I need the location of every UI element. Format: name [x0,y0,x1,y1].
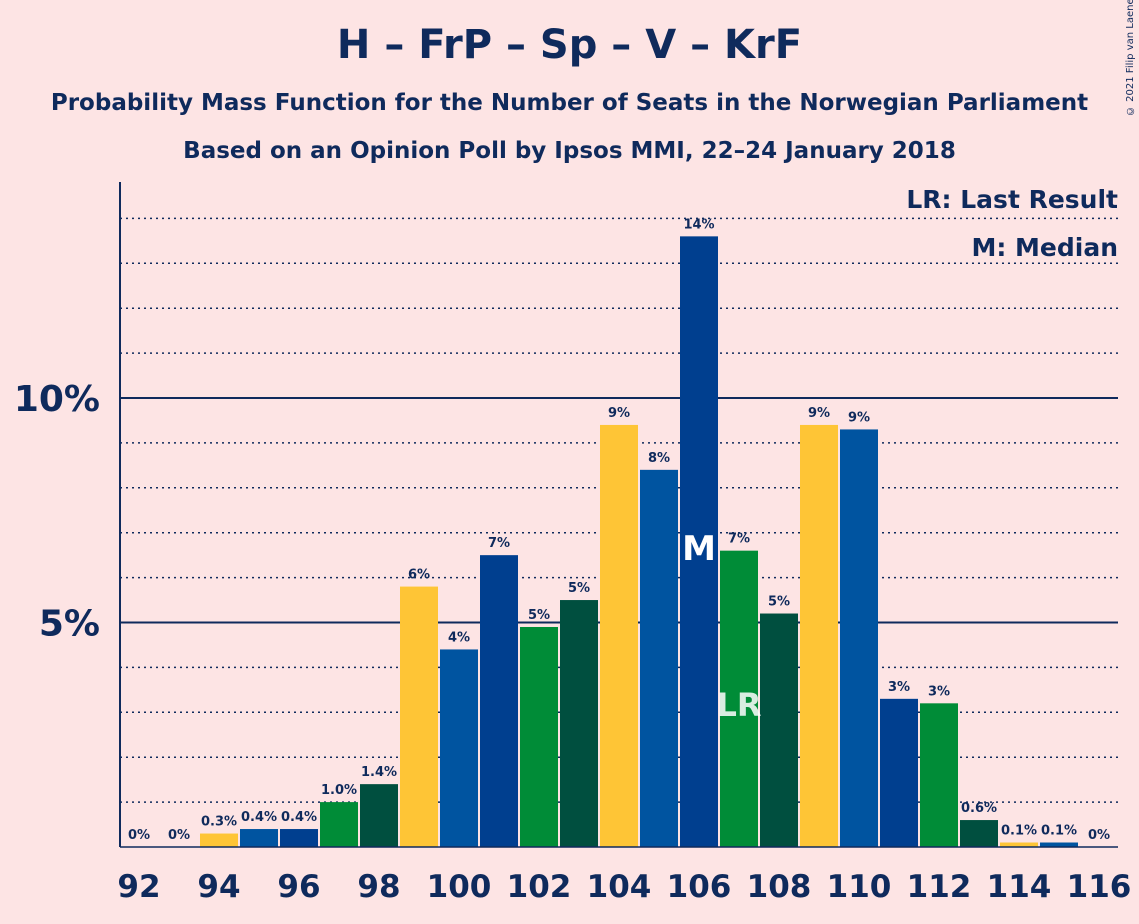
bar-106 [680,236,718,848]
bar-102 [520,626,558,847]
x-tick-label: 98 [357,869,400,905]
bar-104 [600,424,638,847]
bar-99 [400,586,438,847]
bar-107 [720,550,758,847]
x-tick-labels: 92 94 96 98 100 102 104 106 108 110 112 114 116 [117,869,1131,905]
bar-108 [760,613,798,847]
bar-label-97: 1.0% [321,783,357,798]
bar-94 [200,833,238,847]
bar-label-103: 5% [568,581,590,596]
x-tick-label: 92 [117,869,160,905]
x-tick-label: 100 [427,869,492,905]
chart-subtitle: Probability Mass Function for the Number… [50,90,1089,116]
bar-label-107: 7% [728,532,750,547]
bar-113 [960,820,998,847]
bar-114 [1000,842,1038,847]
bar-115 [1040,842,1078,847]
bar-100 [440,649,478,847]
bar-111 [880,698,918,847]
bar-label-104: 9% [608,406,630,421]
y-tick-labels: 5% 10% [14,379,100,645]
markers: M LR [682,529,761,724]
x-tick-label: 94 [197,869,240,905]
bar-101 [480,555,518,847]
bar-label-100: 4% [448,630,470,645]
x-tick-label: 104 [587,869,652,905]
copyright-notice: © 2021 Filip van Laenen [1125,0,1136,116]
bar-96 [280,829,318,847]
last-result-marker: LR [716,686,761,724]
bar-label-110: 9% [848,410,870,425]
bar-label-108: 5% [768,595,790,610]
bar-label-102: 5% [528,608,550,623]
bar-112 [920,703,958,847]
bar-97 [320,802,358,847]
bar-label-92: 0% [128,828,150,843]
bar-label-112: 3% [928,684,950,699]
bar-label-99: 6% [408,568,430,583]
bar-label-115: 0.1% [1041,824,1077,839]
bars [200,236,1078,848]
bar-109 [800,424,838,847]
legend-last-result: LR: Last Result [906,185,1118,214]
bar-label-116: 0% [1088,828,1110,843]
bar-label-111: 3% [888,680,910,695]
axes [119,182,1118,848]
bar-label-98: 1.4% [361,765,397,780]
bar-label-94: 0.3% [201,815,237,830]
bar-98 [360,784,398,847]
bar-labels: 0% 0% 0.3% 0.4% 0.4% 1.0% 1.4% 6% 4% 7% 5% 5% 9% 8% 14… [128,217,1110,843]
bar-label-93: 0% [168,828,190,843]
x-tick-label: 106 [667,869,732,905]
bar-label-109: 9% [808,406,830,421]
x-tick-label: 96 [277,869,320,905]
bar-103 [560,600,598,847]
bar-label-95: 0.4% [241,810,277,825]
bar-label-101: 7% [488,536,510,551]
bar-label-105: 8% [648,451,670,466]
y-tick-label: 5% [39,604,100,645]
bar-110 [840,429,878,847]
bar-label-106: 14% [683,217,714,232]
y-tick-label: 10% [14,379,100,420]
legend-median: M: Median [971,233,1118,262]
bar-label-114: 0.1% [1001,824,1037,839]
x-tick-label: 102 [507,869,572,905]
median-marker: M [682,529,716,569]
bar-95 [240,829,278,847]
x-tick-label: 112 [907,869,972,905]
bar-label-113: 0.6% [961,801,997,816]
bar-105 [640,469,678,847]
chart-subtitle-source: Based on an Opinion Poll by Ipsos MMI, 2… [183,138,956,164]
chart-title: H – FrP – Sp – V – KrF [336,22,803,68]
bar-label-96: 0.4% [281,810,317,825]
x-tick-label: 116 [1067,869,1132,905]
x-tick-label: 108 [747,869,812,905]
x-tick-label: 110 [827,869,892,905]
x-tick-label: 114 [987,869,1052,905]
